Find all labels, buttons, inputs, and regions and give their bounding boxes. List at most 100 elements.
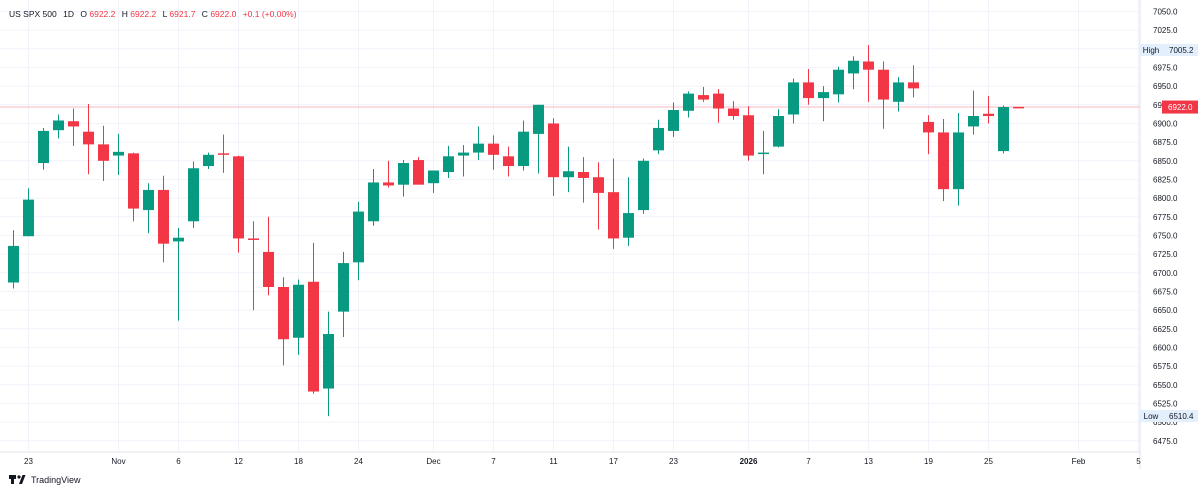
candle[interactable] (548, 118, 559, 196)
candle[interactable] (803, 68, 814, 105)
candle[interactable] (563, 146, 574, 193)
candle[interactable] (458, 145, 469, 177)
candle[interactable] (983, 95, 994, 124)
last-price-tag: 6922.0 (1162, 100, 1198, 114)
candle[interactable] (758, 130, 769, 175)
tradingview-branding[interactable]: TradingView (9, 475, 81, 485)
candle[interactable] (428, 170, 439, 193)
candle-body (428, 170, 439, 184)
price-axis[interactable]: 6475.0 6500.0 6525.0 6550.0 6575.0 6600.0 6625… (1153, 7, 1178, 445)
candle[interactable] (998, 105, 1009, 154)
candle[interactable] (323, 311, 334, 417)
candle[interactable] (833, 66, 844, 103)
candle[interactable] (923, 115, 934, 155)
candle[interactable] (1013, 106, 1024, 109)
candle[interactable] (638, 158, 649, 214)
close-value: 6922.0 (210, 9, 236, 19)
candle[interactable] (128, 152, 139, 222)
candle[interactable] (578, 157, 589, 203)
chart-legend[interactable]: US SPX 500 1D O 6922.2 H 6922.2 L 6921.7… (9, 9, 297, 19)
candle[interactable] (938, 118, 949, 202)
candle[interactable] (593, 162, 604, 230)
candle-body (608, 192, 619, 239)
candle-body (143, 189, 154, 211)
candle[interactable] (533, 104, 544, 174)
candle-body (188, 168, 199, 222)
candle-body (578, 172, 589, 178)
candle[interactable] (68, 108, 79, 146)
candle[interactable] (713, 89, 724, 123)
price-tick-label: 6475.0 (1153, 437, 1178, 446)
candle[interactable] (113, 133, 124, 175)
candle[interactable] (878, 61, 889, 129)
candle[interactable] (848, 56, 859, 90)
candle-body (353, 211, 364, 263)
candle-body (758, 152, 769, 155)
candle[interactable] (788, 78, 799, 124)
candle-body (203, 154, 214, 167)
close-label: C (202, 9, 208, 19)
candle[interactable] (83, 104, 94, 175)
candle[interactable] (8, 230, 19, 289)
candle[interactable] (518, 120, 529, 171)
candle-body (443, 156, 454, 172)
candle[interactable] (218, 134, 229, 173)
candle[interactable] (308, 242, 319, 394)
candle[interactable] (728, 101, 739, 120)
candle[interactable] (353, 201, 364, 281)
candle[interactable] (143, 183, 154, 234)
candle[interactable] (698, 86, 709, 102)
candle[interactable] (248, 221, 259, 311)
time-tick-label: 18 (294, 457, 303, 466)
candle-body (548, 123, 559, 178)
candle[interactable] (38, 127, 49, 170)
candle[interactable] (158, 175, 169, 263)
candle[interactable] (443, 145, 454, 178)
candle-body (683, 93, 694, 111)
candle[interactable] (743, 106, 754, 161)
candle-body (773, 116, 784, 147)
candle[interactable] (398, 160, 409, 197)
candle[interactable] (278, 277, 289, 366)
candle[interactable] (383, 160, 394, 188)
candle[interactable] (413, 157, 424, 185)
candle-body (908, 82, 919, 89)
candle[interactable] (908, 65, 919, 98)
time-axis[interactable]: 23 Nov 6 12 18 24 Dec 7 11 17 23 2026 7 13 19 25 Feb 5 (24, 457, 1141, 466)
candle[interactable] (818, 86, 829, 122)
candle[interactable] (188, 161, 199, 228)
candle[interactable] (53, 114, 64, 139)
candle[interactable] (203, 152, 214, 170)
candle[interactable] (608, 158, 619, 249)
candle-body (728, 108, 739, 116)
candle[interactable] (773, 109, 784, 148)
candle[interactable] (968, 90, 979, 135)
price-tick-label: 6875.0 (1153, 138, 1178, 147)
candle-body (68, 121, 79, 127)
candle[interactable] (488, 135, 499, 170)
candle[interactable] (668, 102, 679, 137)
candle[interactable] (473, 126, 484, 161)
candle[interactable] (503, 146, 514, 177)
candle-body (503, 156, 514, 167)
candle[interactable] (23, 188, 34, 237)
candle[interactable] (293, 279, 304, 355)
high-price: 6922.2 (130, 9, 156, 19)
candle[interactable] (173, 228, 184, 321)
candle-body (413, 160, 424, 185)
candle[interactable] (863, 45, 874, 102)
candle[interactable] (98, 125, 109, 181)
candle[interactable] (683, 91, 694, 118)
candle[interactable] (233, 155, 244, 253)
candle[interactable] (893, 77, 904, 112)
candle[interactable] (623, 177, 634, 246)
candle[interactable] (653, 119, 664, 155)
candle[interactable] (953, 113, 964, 206)
price-tick-label: 6975.0 (1153, 63, 1178, 72)
candle[interactable] (263, 216, 274, 296)
candle-body (563, 171, 574, 178)
candle-body (863, 61, 874, 70)
candle[interactable] (368, 169, 379, 226)
candle[interactable] (338, 251, 349, 338)
